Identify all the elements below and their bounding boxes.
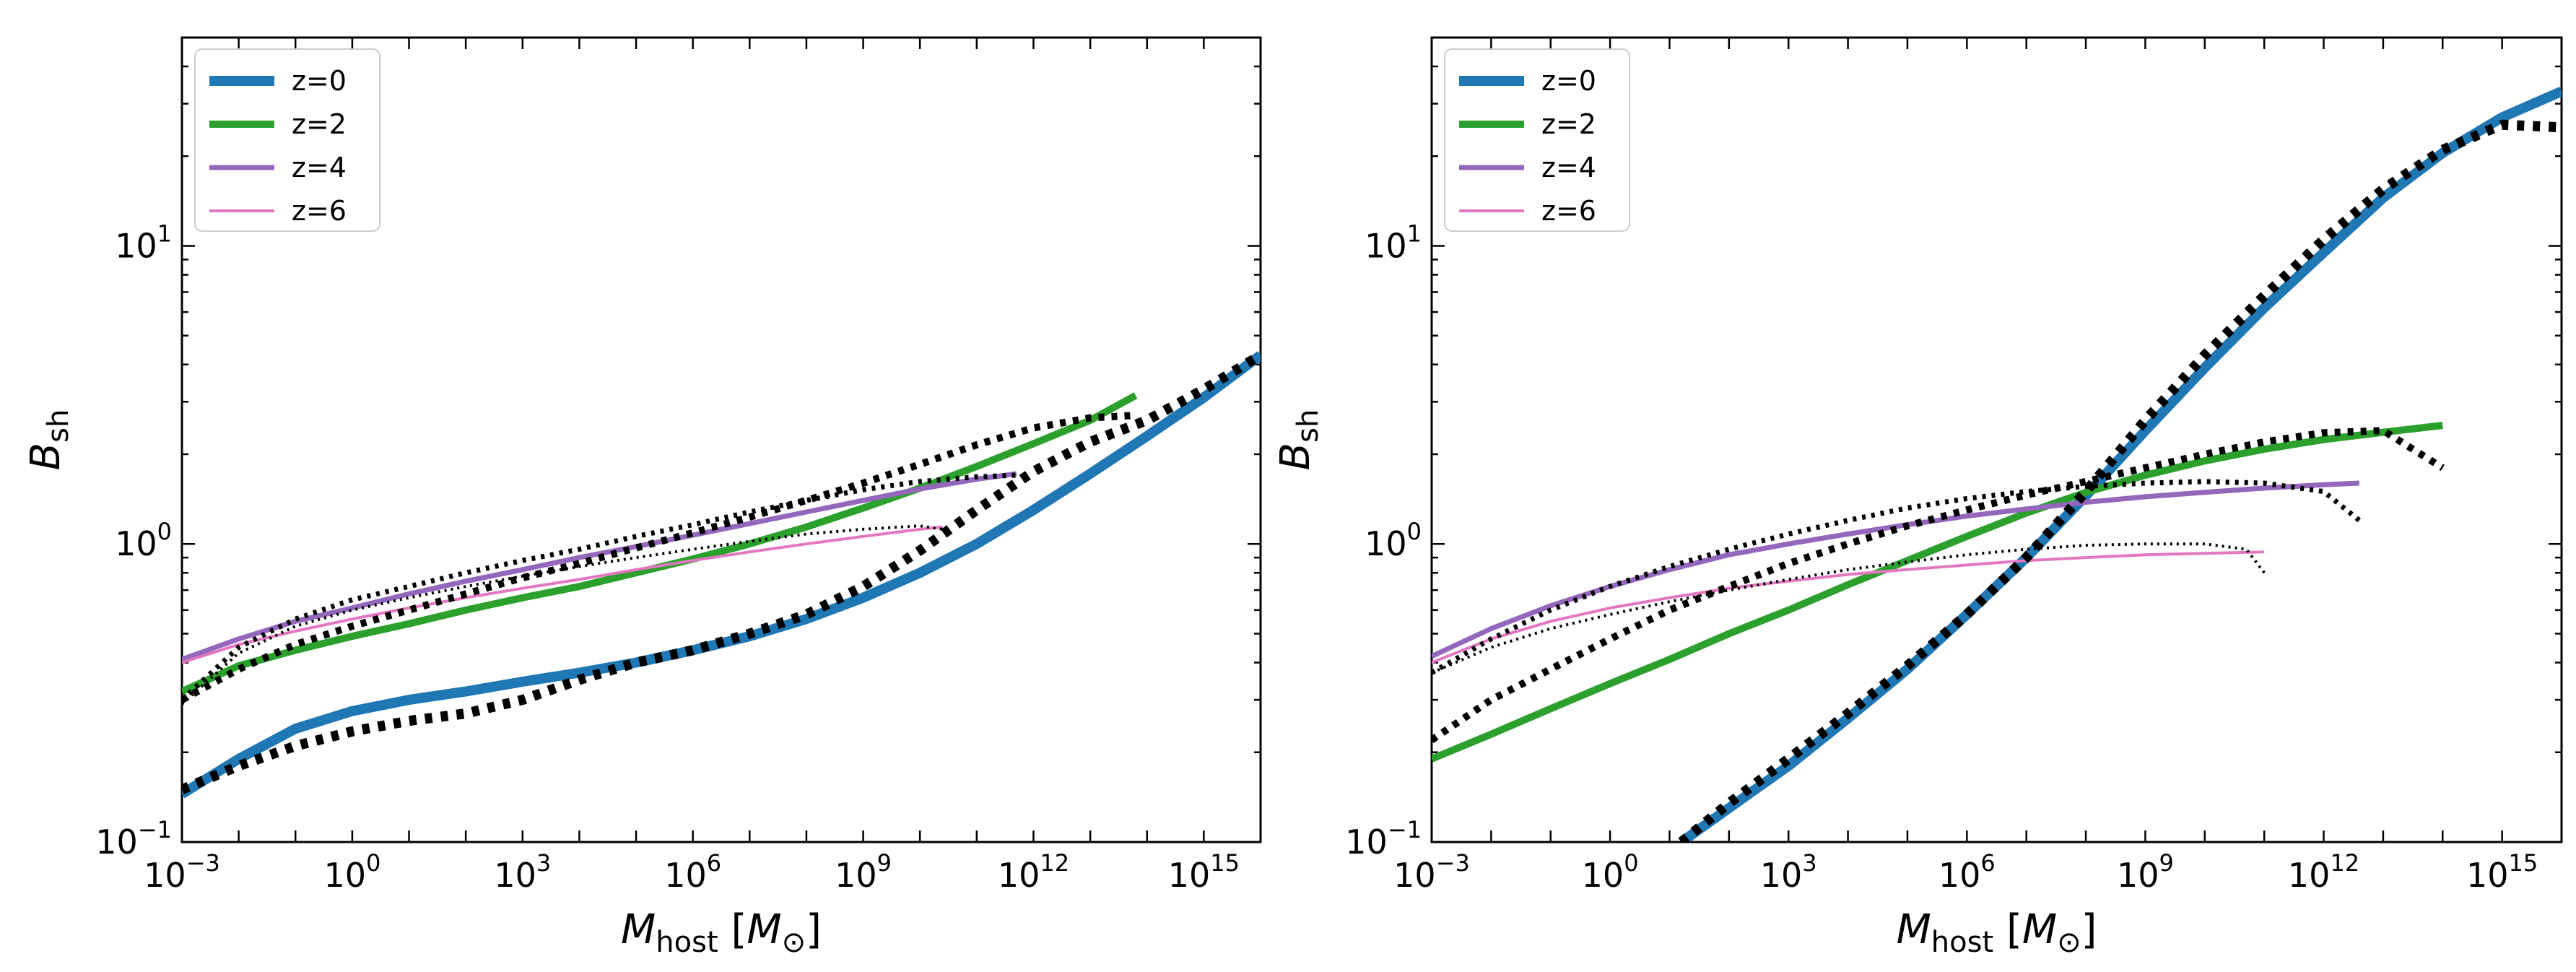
y-tick-label: 101 — [115, 220, 172, 265]
series-line-z-6 — [182, 525, 943, 664]
legend-label: z=0 — [292, 65, 347, 97]
x-tick-label: 109 — [2117, 849, 2174, 895]
legend-label: z=6 — [1541, 195, 1596, 227]
y-tick-label: 101 — [1365, 220, 1422, 265]
plot-area — [1432, 87, 2562, 842]
legend-box — [194, 48, 380, 232]
legend: z=0 z=2 z=4 z=6 — [194, 48, 380, 232]
y-axis-label: Bsh — [1272, 409, 1325, 471]
x-tick-label: 103 — [494, 849, 551, 895]
legend-box — [1444, 48, 1630, 232]
plot-area — [182, 350, 1261, 799]
legend-label: z=2 — [1541, 108, 1596, 140]
y-tick-label: 100 — [1365, 518, 1422, 563]
series-line-z-2 — [1432, 422, 2443, 763]
series-line-z-4-approx — [1432, 479, 2362, 675]
series-line-z-4 — [182, 471, 1017, 662]
y-axis-label: Bsh — [22, 409, 75, 471]
series-line-z-6 — [1432, 550, 2265, 664]
legend-label: z=4 — [292, 152, 347, 183]
series-line-z-2-approx — [182, 412, 1136, 703]
x-tick-label: 1012 — [998, 849, 1069, 895]
x-tick-label: 100 — [323, 849, 380, 895]
x-tick-label: 106 — [1938, 849, 1996, 895]
series-line-z-6-approx — [1432, 542, 2266, 674]
legend-label: z=4 — [1541, 152, 1596, 183]
x-tick-label: 103 — [1760, 849, 1817, 895]
series-line-z-6-approx — [182, 524, 943, 706]
x-tick-label: 10−3 — [144, 849, 220, 895]
left-panel: 10−3 100 103 106 109 1012 1015 10−1 100 101 Mhost … — [22, 36, 1262, 959]
x-tick-label: 1012 — [2288, 849, 2359, 895]
ticks — [180, 36, 1262, 843]
x-tick-label: 100 — [1582, 849, 1639, 895]
x-tick-label: 1015 — [2466, 849, 2538, 895]
series-line-z-0-approx — [182, 350, 1261, 794]
series-line-z-2-approx — [1432, 427, 2445, 743]
x-axis-label: Mhost [M⊙] — [1896, 906, 2097, 959]
legend: z=0 z=2 z=4 z=6 — [1444, 48, 1630, 232]
legend-label: z=2 — [292, 108, 347, 140]
series-line-z-4-approx — [182, 472, 1017, 702]
y-tick-label: 10−1 — [1345, 816, 1422, 862]
y-tick-label: 100 — [115, 518, 172, 563]
series-line-z-0 — [1678, 87, 2562, 842]
ticks — [1430, 36, 2563, 843]
axes-frame — [180, 36, 1262, 843]
x-tick-label: 106 — [664, 849, 721, 895]
x-tick-label: 1015 — [1168, 849, 1240, 895]
x-tick-label: 109 — [835, 849, 892, 895]
right-panel: 10−3 100 103 106 109 1012 1015 10−1 100 101 Mhost … — [1272, 36, 2563, 959]
legend-label: z=6 — [292, 195, 347, 227]
y-tick-label: 10−1 — [95, 816, 172, 862]
axes-frame — [1430, 36, 2563, 843]
legend-label: z=0 — [1541, 65, 1596, 97]
x-axis-label: Mhost [M⊙] — [621, 906, 822, 959]
x-tick-label: 10−3 — [1393, 849, 1470, 895]
